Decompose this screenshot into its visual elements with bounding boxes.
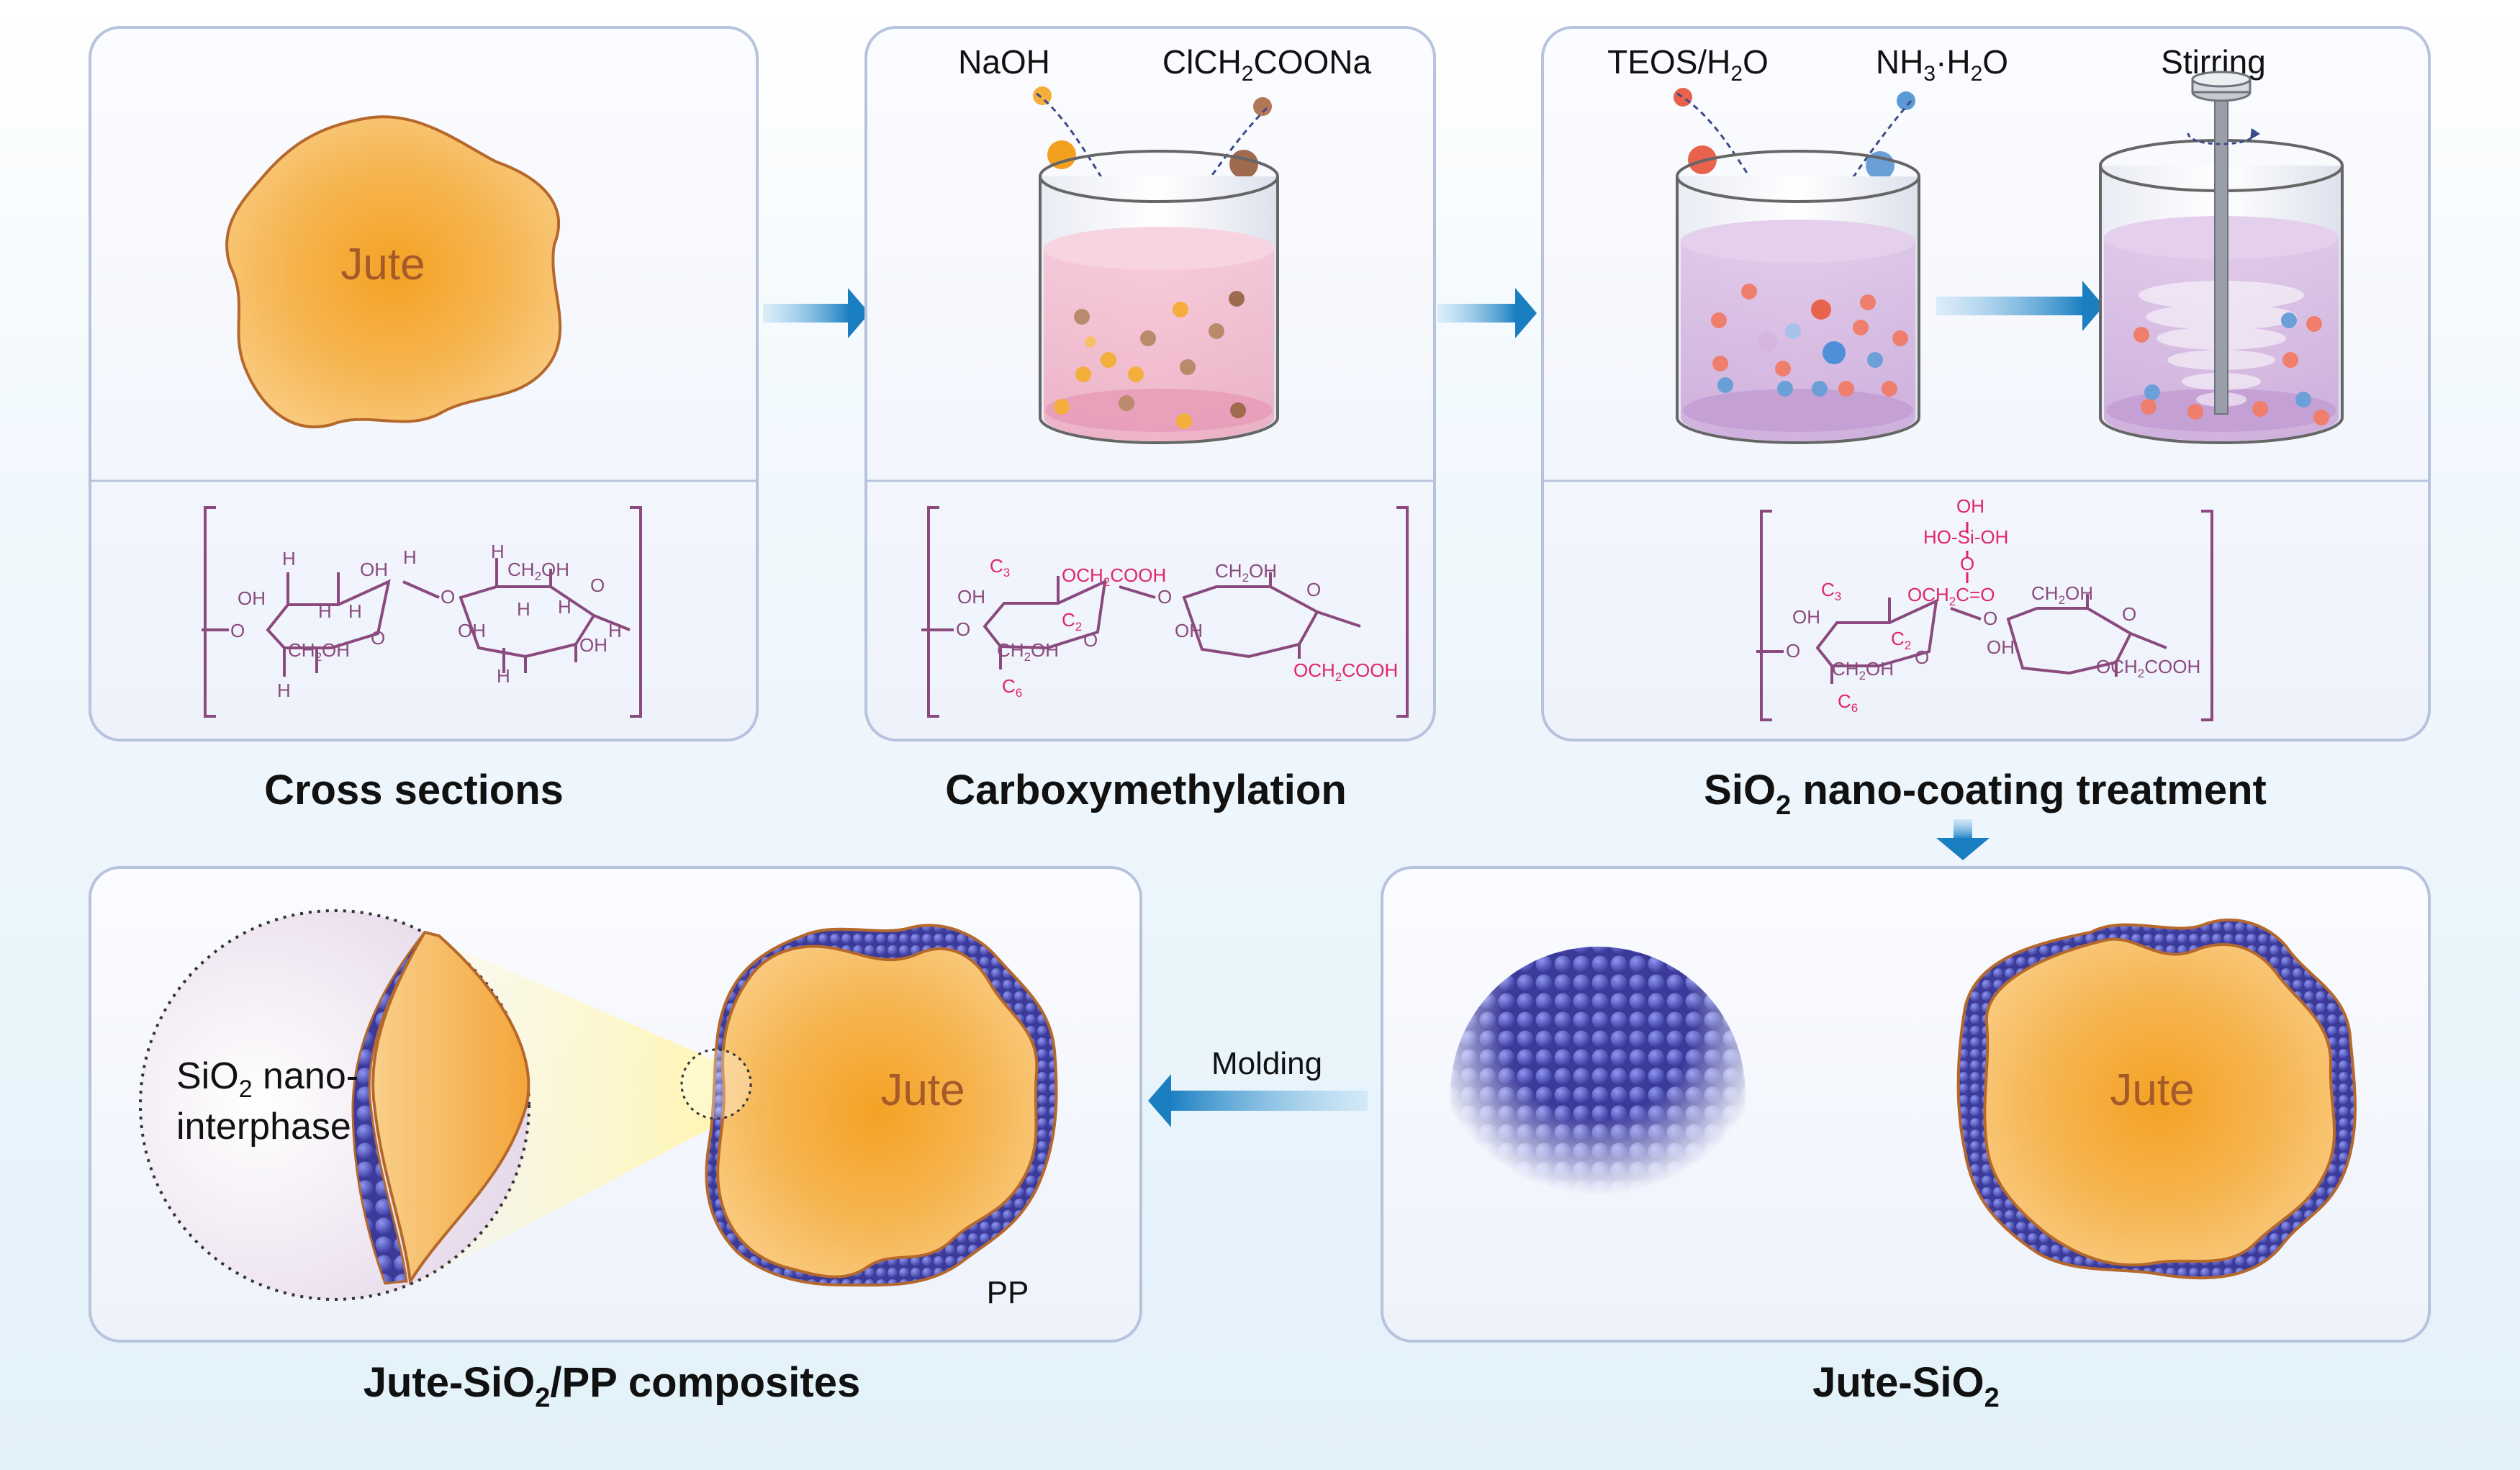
chem-oh-1: OH	[238, 587, 266, 609]
chem-c6: C6	[1002, 675, 1022, 700]
zoom-label-line1: SiO2 nano-	[176, 1055, 358, 1103]
chem-si-o-bridge: O	[1983, 608, 1997, 629]
chem-oh-2: OH	[360, 559, 388, 580]
chem-h-4: H	[348, 600, 362, 622]
chem-och2cooh-1: OCH2COOH	[1062, 564, 1166, 589]
chem-si-o-ring2: O	[2122, 603, 2136, 625]
chem-h-6: H	[491, 541, 505, 562]
chem-cmc-o-ring2: O	[1306, 579, 1321, 600]
chem-si-c2: C2	[1891, 628, 1911, 652]
chem-hosioh: HO-Si-OH	[1923, 526, 2008, 548]
arrow-step-1	[763, 288, 870, 338]
chem-ch2oh-2: CH2OH	[507, 559, 569, 583]
chem-h-3: H	[318, 600, 332, 622]
panel-cross-sections: Jute O OH H	[89, 26, 759, 741]
caption-sio2-coating: SiO2 nano-coating treatment	[1704, 767, 2267, 821]
chem-h-8: H	[558, 596, 572, 618]
jute-fiber-shape	[225, 115, 562, 428]
chem-cmc-o-bridge: O	[1157, 586, 1172, 608]
silica-nanosphere	[1450, 947, 1746, 1242]
chem-cmc-oh-1: OH	[957, 586, 985, 608]
panel-jute-sio2: Jute	[1381, 866, 2431, 1343]
chem-o-ring2: O	[590, 574, 605, 596]
coated-jute-fiber	[1956, 918, 2357, 1280]
chem-si-o: O	[1960, 553, 1974, 574]
reagent-teos: TEOS/H2O	[1607, 43, 1769, 86]
cmc-structure: C3 OCH2COOH C2 C6 OCH2COOH O OH O O CH2O…	[921, 506, 1409, 718]
arrow-step-2	[1437, 288, 1537, 338]
panel-carboxymethylation: NaOH ClCH2COONa	[864, 26, 1436, 741]
chem-si-c3: C3	[1821, 579, 1841, 603]
chem-si-ch2oh-1: CH2OH	[1832, 658, 1894, 682]
chem-h-2: H	[403, 546, 417, 568]
chem-h-5: H	[277, 680, 291, 701]
panel-sio2-coating: TEOS/H2O NH3·H2O Stirring	[1541, 26, 2431, 741]
reagent-naoh: NaOH	[958, 43, 1050, 81]
beaker-carboxymethylation	[1039, 150, 1279, 444]
chem-si-o-left: O	[1786, 640, 1800, 662]
chem-h-10: H	[608, 620, 622, 641]
beaker-teos	[1676, 150, 1920, 444]
chem-si-ch2oh-2: CH2OH	[2031, 582, 2093, 607]
reagent-nh3h2o: NH3·H2O	[1876, 43, 2008, 86]
caption-carboxymethylation: Carboxymethylation	[945, 767, 1347, 813]
chem-si-oh-1: OH	[1792, 606, 1820, 628]
chem-cmc-oh-2: OH	[1175, 620, 1203, 641]
composite-jute-label: Jute	[880, 1065, 965, 1115]
label-molding: Molding	[1211, 1046, 1322, 1081]
chem-h-1: H	[282, 548, 296, 569]
arrow-stir	[1936, 281, 2104, 331]
chem-och2co: OCH2C=O	[1907, 584, 1995, 608]
chem-cmc-ch2oh-1: CH2OH	[997, 639, 1059, 664]
reagent-clch2coona: ClCH2COONa	[1162, 43, 1372, 86]
chem-h-9: H	[497, 665, 510, 687]
pp-label: PP	[987, 1275, 1029, 1310]
chem-si-oh: OH	[1956, 495, 1984, 517]
chem-o-bridge: O	[441, 586, 455, 608]
chem-oh-3: OH	[458, 620, 486, 641]
zoom-label-line2: interphase	[176, 1106, 351, 1147]
chem-si-o-ring1: O	[1915, 646, 1929, 668]
caption-cross-sections: Cross sections	[264, 767, 564, 813]
chem-c2: C2	[1062, 609, 1082, 633]
chem-o-left: O	[230, 620, 245, 641]
panel-composites: SiO2 nano- interphase Jute PP	[89, 866, 1142, 1343]
cellulose-structure: O OH H OH H O H H O CH2OH H H CH2OH O OH…	[202, 506, 642, 718]
jute-sio2-label: Jute	[2110, 1065, 2194, 1115]
chem-ch2oh-1: CH2OH	[288, 639, 350, 664]
chem-cmc-o-ring1: O	[1083, 629, 1098, 651]
chem-cmc-ch2oh-2: CH2OH	[1215, 560, 1277, 585]
chem-c3: C3	[990, 555, 1010, 580]
chem-si-och2cooh: OCH2COOH	[2096, 656, 2200, 680]
chem-h-7: H	[517, 598, 530, 620]
zoom-inset: SiO2 nano- interphase	[139, 909, 530, 1301]
jute-label: Jute	[340, 240, 425, 289]
chem-oh-4: OH	[579, 634, 608, 656]
arrow-step-3	[1936, 819, 1990, 860]
composite-fiber	[680, 924, 1058, 1287]
silica-structure: OH HO-Si-OH O OCH2C=O C3 C2 C6 O OH O O …	[1756, 495, 2213, 721]
caption-composites: Jute-SiO2/PP composites	[363, 1359, 861, 1413]
chem-cmc-o-left: O	[956, 618, 970, 640]
chem-si-c6: C6	[1838, 690, 1858, 715]
chem-si-oh-2: OH	[1987, 636, 2015, 658]
beaker-stirring	[2099, 71, 2344, 444]
caption-jute-sio2: Jute-SiO2	[1812, 1359, 2000, 1413]
chem-o-ring1: O	[371, 627, 385, 649]
arrow-molding: Molding	[1148, 1046, 1368, 1127]
chem-och2cooh-2: OCH2COOH	[1293, 659, 1398, 684]
